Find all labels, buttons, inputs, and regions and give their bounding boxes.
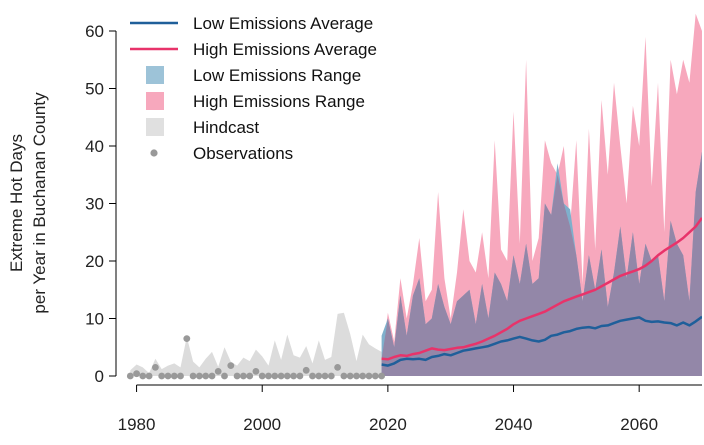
- observation-point: [221, 372, 228, 380]
- observation-point: [265, 372, 272, 380]
- legend-item: Observations: [150, 144, 293, 163]
- observation-point: [359, 372, 367, 380]
- legend-item: Low Emissions Average: [130, 14, 373, 33]
- y-tick-label: 60: [85, 22, 104, 41]
- legend-label: High Emissions Average: [193, 40, 377, 59]
- y-tick-label: 30: [85, 195, 104, 214]
- observation-point: [302, 366, 310, 374]
- observation-point: [170, 372, 178, 380]
- observation-point: [183, 335, 191, 342]
- y-axis-label-line2: per Year in Buchanan County: [30, 92, 49, 314]
- observation-point: [164, 372, 172, 380]
- legend-point-swatch: [150, 149, 158, 157]
- y-tick-label: 50: [85, 80, 104, 99]
- observation-point: [145, 372, 153, 380]
- y-tick-label: 10: [85, 310, 104, 329]
- observation-point: [283, 372, 291, 380]
- observation-point: [152, 364, 159, 371]
- x-axis: 1980 2000 2020 2040 2060: [118, 384, 702, 434]
- observation-point: [202, 372, 210, 380]
- observation-point: [189, 372, 197, 380]
- observation-point: [240, 372, 247, 380]
- x-tick-label: 2060: [620, 415, 658, 434]
- legend-label: High Emissions Range: [193, 92, 365, 111]
- observation-point: [346, 372, 354, 380]
- observation-point: [233, 372, 241, 380]
- observation-point: [252, 368, 260, 375]
- legend: Low Emissions Average High Emissions Aver…: [130, 14, 377, 163]
- observation-point: [158, 372, 166, 380]
- y-axis: 0 10 20 30 40 50 60: [85, 22, 117, 386]
- observation-points: [126, 335, 385, 380]
- legend-label: Observations: [193, 144, 293, 163]
- observation-point: [327, 372, 335, 380]
- observation-point: [271, 372, 279, 380]
- observation-point: [334, 364, 341, 371]
- hindcast-band: [130, 312, 382, 376]
- legend-label: Low Emissions Average: [193, 14, 373, 33]
- observation-point: [371, 372, 379, 380]
- observation-point: [321, 372, 329, 380]
- observation-point: [196, 372, 203, 380]
- y-tick-label: 40: [85, 137, 104, 156]
- observation-point: [277, 372, 285, 380]
- legend-label: Hindcast: [193, 118, 259, 137]
- observation-point: [296, 372, 304, 380]
- legend-item: High Emissions Average: [130, 40, 377, 59]
- average-lines: [381, 217, 702, 367]
- observation-point: [309, 372, 316, 380]
- low-emissions-average-line: [381, 315, 702, 367]
- x-tick-label: 2040: [495, 415, 533, 434]
- observation-point: [365, 372, 373, 380]
- observation-point: [340, 372, 348, 380]
- y-tick-label: 0: [95, 367, 104, 386]
- observation-point: [227, 362, 235, 369]
- y-axis-label-line1: Extreme Hot Days: [7, 134, 26, 272]
- observation-point: [214, 368, 222, 375]
- observation-point: [353, 372, 360, 380]
- legend-item: Hindcast: [146, 118, 259, 137]
- observation-point: [133, 370, 141, 378]
- observation-point: [177, 372, 184, 380]
- legend-label: Low Emissions Range: [193, 66, 361, 85]
- observation-point: [208, 372, 216, 380]
- legend-item: High Emissions Range: [146, 92, 365, 111]
- x-tick-label: 2000: [243, 415, 281, 434]
- legend-item: Low Emissions Range: [146, 66, 361, 85]
- observation-point: [126, 372, 134, 380]
- observation-point: [315, 372, 323, 380]
- x-tick-label: 1980: [118, 415, 156, 434]
- legend-fill-swatch: [146, 66, 164, 84]
- observation-point: [246, 372, 254, 380]
- legend-fill-swatch: [146, 118, 164, 136]
- x-tick-label: 2020: [369, 415, 407, 434]
- y-tick-label: 20: [85, 252, 104, 271]
- observation-point: [378, 372, 385, 380]
- observation-point: [290, 372, 297, 380]
- observation-point: [139, 372, 147, 380]
- high-emissions-average-line: [381, 217, 702, 361]
- observation-point: [258, 372, 266, 380]
- legend-fill-swatch: [146, 92, 164, 110]
